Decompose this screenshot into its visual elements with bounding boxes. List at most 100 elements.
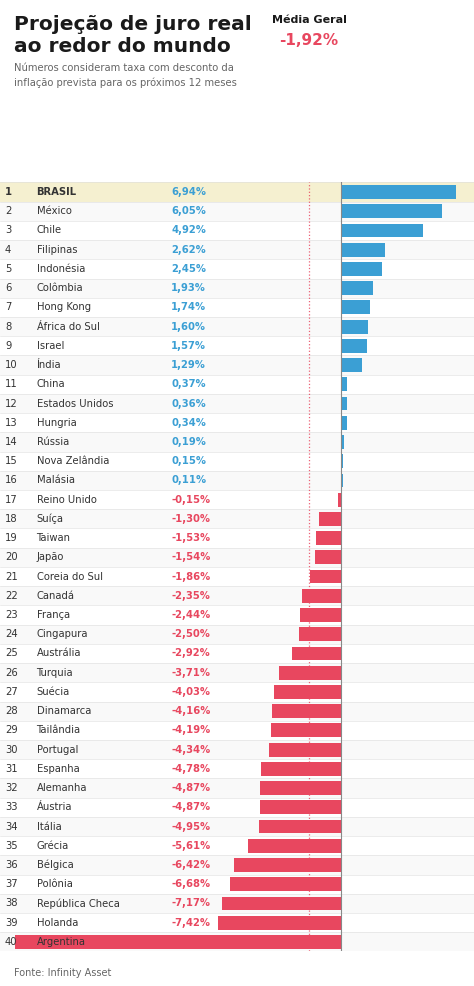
Text: Grécia: Grécia: [36, 841, 69, 851]
Bar: [341, 455, 344, 468]
Bar: [0, 528, 474, 547]
Bar: [0, 182, 474, 201]
Bar: [0, 375, 474, 393]
Text: Polônia: Polônia: [36, 880, 73, 889]
Text: -1,54%: -1,54%: [171, 552, 210, 562]
Text: 1,60%: 1,60%: [171, 321, 206, 331]
Text: 14: 14: [5, 437, 18, 447]
Text: Holanda: Holanda: [36, 918, 78, 928]
Text: ▼: ▼: [0, 985, 1, 986]
Text: 11: 11: [5, 380, 18, 389]
Text: China: China: [36, 380, 65, 389]
Text: -4,78%: -4,78%: [171, 764, 210, 774]
Text: Canadá: Canadá: [36, 591, 74, 600]
Text: 35: 35: [5, 841, 18, 851]
Text: 18: 18: [5, 514, 18, 524]
Bar: [341, 378, 347, 391]
Bar: [341, 473, 343, 487]
Text: -4,03%: -4,03%: [171, 687, 210, 697]
Bar: [338, 493, 341, 507]
Bar: [247, 839, 341, 853]
Bar: [0, 586, 474, 605]
Text: 25: 25: [5, 649, 18, 659]
Text: México: México: [36, 206, 72, 216]
Text: Austrália: Austrália: [36, 649, 81, 659]
Bar: [0, 317, 474, 336]
Text: 13: 13: [5, 418, 18, 428]
Text: -1,86%: -1,86%: [171, 572, 210, 582]
Bar: [15, 935, 341, 949]
Text: Estados Unidos: Estados Unidos: [36, 398, 113, 408]
Bar: [0, 490, 474, 509]
Bar: [274, 685, 341, 699]
Text: 6,05%: 6,05%: [171, 206, 206, 216]
Bar: [0, 779, 474, 798]
Text: Turquia: Turquia: [36, 668, 73, 677]
Text: 3: 3: [5, 226, 11, 236]
Text: 0,36%: 0,36%: [171, 398, 206, 408]
Bar: [0, 933, 474, 951]
Text: 26: 26: [5, 668, 18, 677]
Text: Taiwan: Taiwan: [36, 533, 71, 543]
Text: 7: 7: [5, 303, 11, 313]
Text: Dinamarca: Dinamarca: [36, 706, 91, 716]
Text: Malásia: Malásia: [36, 475, 74, 485]
Bar: [0, 336, 474, 355]
Bar: [316, 531, 341, 545]
Bar: [0, 298, 474, 317]
Text: 36: 36: [5, 860, 18, 870]
Text: 1: 1: [5, 187, 12, 197]
Bar: [292, 647, 341, 661]
Text: -7,42%: -7,42%: [171, 918, 210, 928]
Text: -2,35%: -2,35%: [171, 591, 210, 600]
Bar: [269, 742, 341, 756]
Bar: [341, 358, 363, 372]
Bar: [0, 855, 474, 875]
Bar: [341, 396, 347, 410]
Text: -4,16%: -4,16%: [171, 706, 210, 716]
Text: Indonésia: Indonésia: [36, 264, 85, 274]
Text: -1,92%: -1,92%: [280, 33, 338, 47]
Text: 34: 34: [5, 821, 18, 831]
Text: Argentina: Argentina: [36, 937, 86, 947]
Text: 2,45%: 2,45%: [171, 264, 206, 274]
Bar: [272, 704, 341, 718]
Bar: [341, 301, 370, 315]
Bar: [0, 278, 474, 298]
Bar: [341, 339, 367, 353]
Text: 6,94%: 6,94%: [171, 187, 206, 197]
Bar: [259, 819, 341, 833]
Bar: [0, 393, 474, 413]
Text: -4,19%: -4,19%: [171, 726, 210, 736]
Text: 0,11%: 0,11%: [171, 475, 207, 485]
Bar: [341, 435, 344, 449]
Text: 40: 40: [5, 937, 18, 947]
Text: 24: 24: [5, 629, 18, 639]
Bar: [260, 781, 341, 795]
Text: Portugal: Portugal: [36, 744, 78, 754]
Bar: [260, 801, 341, 814]
Text: -2,44%: -2,44%: [171, 610, 210, 620]
Text: Hong Kong: Hong Kong: [36, 303, 91, 313]
Text: 32: 32: [5, 783, 18, 793]
Text: Reino Unido: Reino Unido: [36, 495, 97, 505]
Text: -1,53%: -1,53%: [171, 533, 210, 543]
Text: 33: 33: [5, 803, 18, 812]
Text: 2: 2: [5, 206, 11, 216]
Bar: [0, 702, 474, 721]
Text: Japão: Japão: [36, 552, 64, 562]
Text: Hungria: Hungria: [36, 418, 76, 428]
Text: África do Sul: África do Sul: [36, 321, 100, 331]
Bar: [341, 204, 442, 218]
Bar: [315, 550, 341, 564]
Text: 9: 9: [5, 341, 11, 351]
Text: Suécia: Suécia: [36, 687, 70, 697]
Bar: [301, 608, 341, 622]
Bar: [0, 509, 474, 528]
Bar: [262, 762, 341, 776]
Bar: [302, 589, 341, 602]
Text: Bélgica: Bélgica: [36, 860, 73, 871]
Text: Rússia: Rússia: [36, 437, 69, 447]
Bar: [0, 355, 474, 375]
Text: 0,34%: 0,34%: [171, 418, 206, 428]
